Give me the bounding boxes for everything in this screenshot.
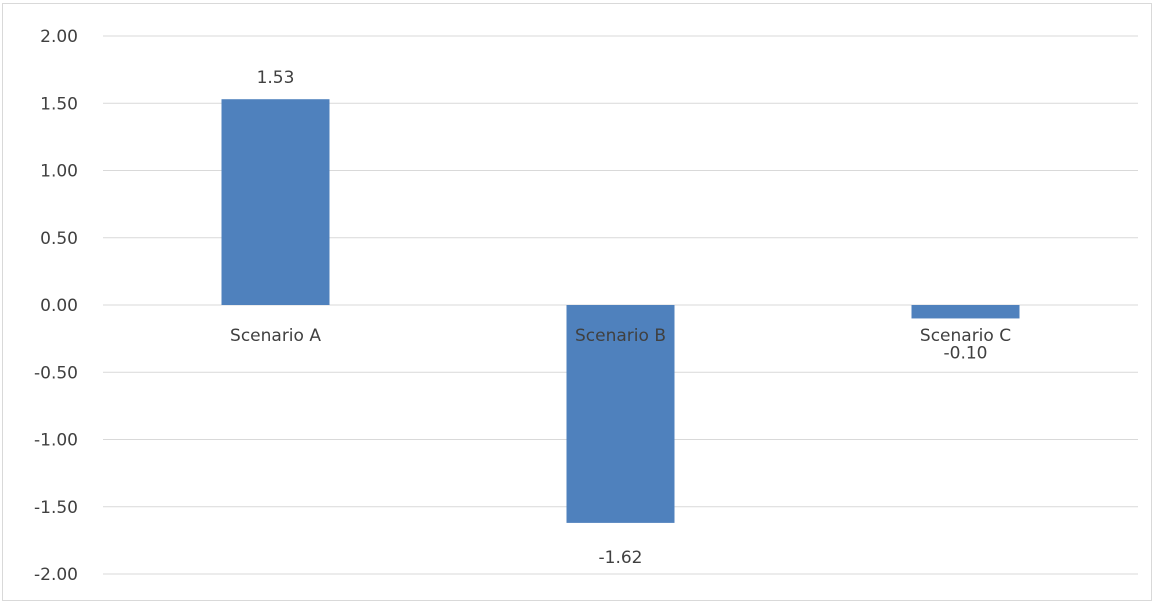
category-label: Scenario B: [575, 326, 666, 346]
y-axis-tick-labels: 2.00 1.50 1.00 0.50 0.00 -0.50 -1.00 -1.50 -2.00: [34, 27, 78, 585]
y-tick-label: -2.00: [34, 565, 78, 585]
bar-scenario-b: [566, 305, 675, 523]
bars: [221, 99, 1020, 523]
data-label: -0.10: [944, 343, 988, 363]
y-tick-label: -1.00: [34, 431, 78, 451]
data-label: 1.53: [257, 68, 295, 88]
data-labels: 1.53 -1.62 -0.10: [257, 68, 988, 568]
y-tick-label: -0.50: [34, 363, 78, 383]
y-tick-label: 2.00: [40, 27, 78, 47]
bar-scenario-a: [221, 99, 330, 305]
category-label: Scenario C: [920, 326, 1011, 346]
category-label: Scenario A: [230, 326, 321, 346]
y-tick-label: -1.50: [34, 498, 78, 518]
y-tick-label: 0.00: [40, 296, 78, 316]
category-labels: Scenario A Scenario B Scenario C: [230, 326, 1011, 346]
data-label: -1.62: [599, 548, 643, 568]
y-tick-label: 1.00: [40, 162, 78, 182]
y-tick-label: 0.50: [40, 229, 78, 249]
bar-scenario-c: [911, 305, 1020, 319]
y-tick-label: 1.50: [40, 94, 78, 114]
